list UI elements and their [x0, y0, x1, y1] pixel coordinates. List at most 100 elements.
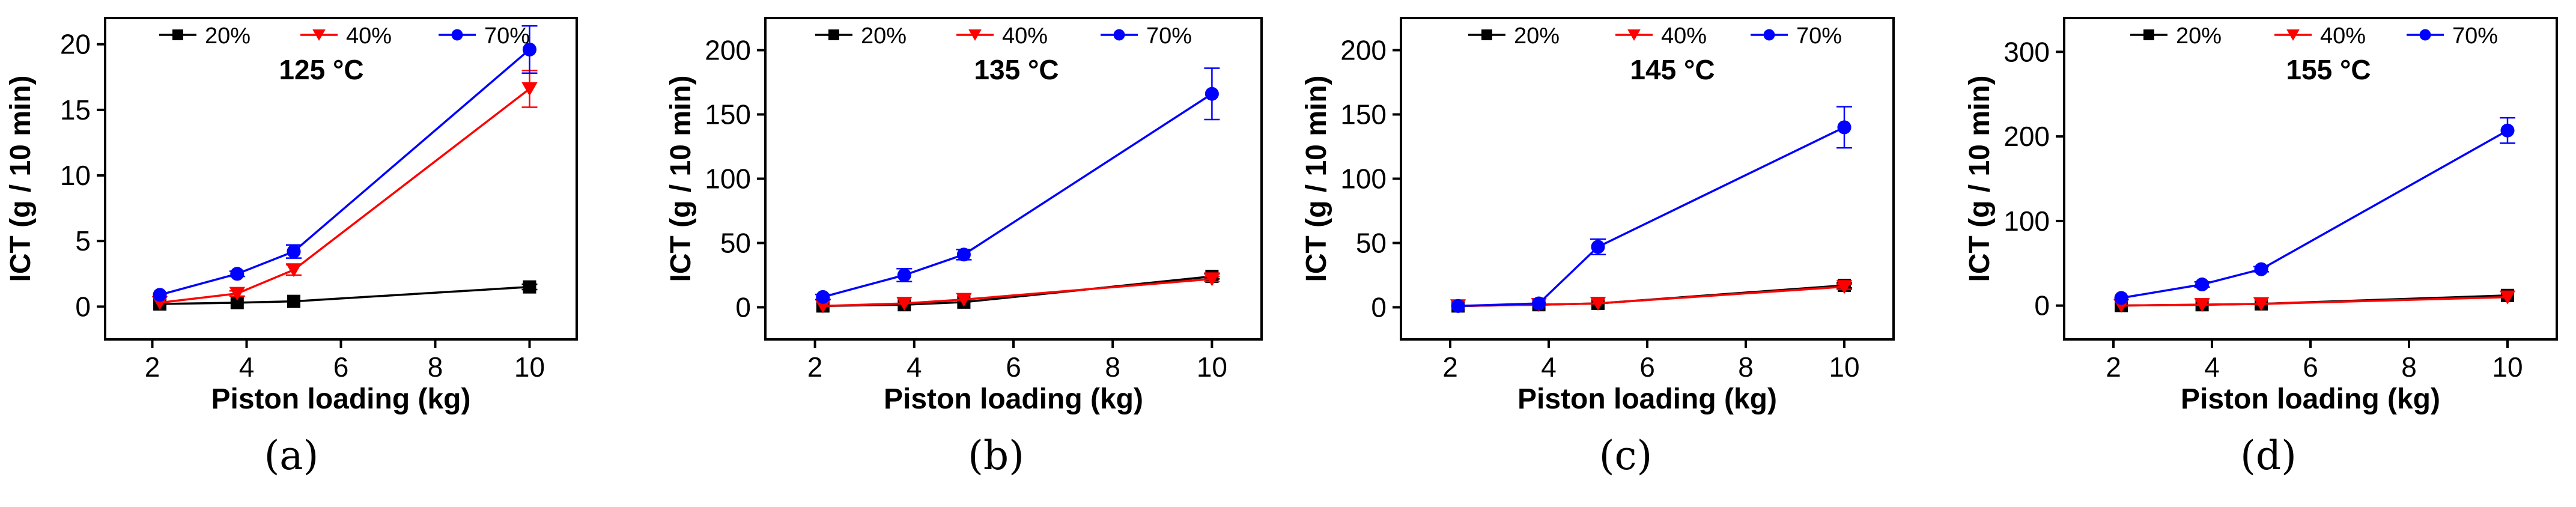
- y-tick-label-c-3: 150: [1340, 99, 1387, 130]
- legend-entry-b-1: 40%: [956, 23, 1048, 49]
- data-point-b-1-1: [896, 297, 913, 311]
- panel-label-c: (c): [1599, 433, 1653, 479]
- legend-label-d-0: 20%: [2176, 23, 2222, 49]
- legend-entry-c-2: 70%: [1751, 23, 1842, 49]
- legend-label-a-2: 70%: [484, 23, 530, 49]
- series-d-0: [2115, 288, 2514, 312]
- panel-label-a: (a): [264, 433, 319, 479]
- legend-label-b-1: 40%: [1002, 23, 1048, 49]
- y-tick-label-a-2: 10: [60, 160, 91, 191]
- data-point-c-1-2: [1590, 297, 1606, 311]
- x-tick-label-d-2: 6: [2303, 351, 2318, 383]
- x-axis-label-a: Piston loading (kg): [211, 383, 471, 415]
- data-point-a-2-1: [230, 267, 245, 281]
- legend-label-d-2: 70%: [2452, 23, 2498, 49]
- x-tick-label-b-2: 6: [1006, 351, 1021, 383]
- x-tick-label-a-0: 2: [145, 351, 160, 383]
- data-point-d-1-3: [2499, 290, 2516, 305]
- legend-marker-b-0: [828, 29, 839, 40]
- x-tick-label-b-0: 2: [807, 351, 823, 383]
- x-tick-label-d-1: 4: [2204, 351, 2220, 383]
- temperature-label-c: 145 °C: [1630, 54, 1715, 85]
- x-tick-label-c-1: 4: [1541, 351, 1557, 383]
- panel-c: 2 4 6 8 10 0 50 100 150 200 Piston loading (kg) ICT…: [1288, 0, 1932, 507]
- temperature-label-a: 125 °C: [279, 54, 363, 85]
- x-tick-label-c-0: 2: [1442, 351, 1458, 383]
- y-tick-label-d-2: 200: [2003, 121, 2050, 152]
- x-axis-label-b: Piston loading (kg): [884, 383, 1143, 415]
- x-tick-label-b-4: 10: [1197, 351, 1227, 383]
- data-point-c-2-1: [1532, 296, 1546, 311]
- series-line-d-1: [2121, 296, 2508, 307]
- data-point-d-2-1: [2195, 277, 2210, 292]
- series-d-2: [2114, 117, 2515, 305]
- y-tick-label-b-1: 50: [720, 228, 751, 259]
- data-point-b-2-2: [956, 247, 971, 262]
- series-line-a-2: [159, 49, 530, 296]
- series-a-2: [153, 25, 538, 302]
- legend-marker-d-2: [2419, 29, 2431, 41]
- data-point-b-1-2: [956, 293, 972, 307]
- data-point-c-1-3: [1836, 280, 1853, 294]
- series-line-b-1: [822, 278, 1212, 308]
- series-a-1: [151, 70, 538, 310]
- data-point-c-2-3: [1837, 120, 1852, 135]
- legend-marker-d-1: [2286, 29, 2300, 41]
- panel-a: 2 4 6 8 10 0 5 10 15 20 Piston loading (kg) ICT (g …: [0, 0, 644, 507]
- x-tick-label-c-2: 6: [1639, 351, 1655, 383]
- data-point-d-2-0: [2114, 291, 2128, 305]
- x-tick-label-b-1: 4: [907, 351, 922, 383]
- x-tick-label-a-2: 6: [333, 351, 349, 383]
- series-b-2: [815, 67, 1220, 304]
- y-tick-label-c-2: 100: [1340, 163, 1387, 195]
- legend-marker-b-1: [968, 29, 982, 41]
- data-point-a-2-3: [522, 42, 537, 56]
- y-tick-label-b-0: 0: [735, 292, 751, 323]
- data-point-b-1-0: [815, 299, 831, 314]
- y-tick-label-d-0: 0: [2034, 290, 2050, 321]
- legend-marker-c-0: [1481, 29, 1492, 40]
- series-line-c-2: [1458, 126, 1845, 308]
- series-line-a-0: [160, 285, 530, 305]
- legend-label-c-1: 40%: [1661, 23, 1707, 49]
- data-point-d-1-2: [2253, 297, 2270, 311]
- x-tick-label-d-3: 8: [2401, 351, 2417, 383]
- legend-entry-b-2: 70%: [1101, 23, 1192, 49]
- data-point-a-1-3: [521, 82, 538, 97]
- data-point-a-0-2: [287, 294, 300, 308]
- y-tick-label-c-4: 200: [1340, 35, 1387, 66]
- data-point-b-2-3: [1204, 87, 1219, 101]
- legend-entry-d-0: 20%: [2130, 23, 2222, 49]
- legend-entry-a-0: 20%: [159, 23, 251, 49]
- series-a-0: [153, 280, 538, 311]
- series-c-2: [1451, 106, 1852, 313]
- x-tick-label-c-3: 8: [1738, 351, 1754, 383]
- series-c-1: [1450, 280, 1853, 314]
- series-line-b-2: [822, 93, 1213, 299]
- panel-d: 2 4 6 8 10 0 100 200 300 Piston loading (kg) ICT (…: [1932, 0, 2576, 507]
- legend-entry-d-1: 40%: [2274, 23, 2366, 49]
- legend-label-a-0: 20%: [205, 23, 251, 49]
- y-tick-label-b-2: 100: [705, 163, 751, 195]
- legend-marker-c-2: [1763, 29, 1775, 41]
- x-axis-label-c: Piston loading (kg): [1517, 383, 1777, 415]
- temperature-label-b: 135 °C: [974, 54, 1059, 85]
- series-d-1: [2113, 290, 2516, 313]
- y-tick-label-a-4: 20: [60, 29, 91, 60]
- data-point-a-2-2: [287, 244, 301, 259]
- data-point-a-2-0: [153, 288, 167, 302]
- legend-marker-a-2: [451, 29, 463, 41]
- legend-label-a-1: 40%: [346, 23, 392, 49]
- data-point-c-2-2: [1591, 240, 1605, 254]
- y-tick-label-c-0: 0: [1371, 292, 1387, 323]
- y-tick-label-d-1: 100: [2003, 205, 2050, 237]
- x-tick-label-d-4: 10: [2492, 351, 2523, 383]
- legend-label-b-2: 70%: [1146, 23, 1192, 49]
- data-point-b-2-1: [897, 268, 911, 282]
- series-line-a-1: [159, 88, 530, 304]
- y-tick-label-b-4: 200: [705, 35, 751, 66]
